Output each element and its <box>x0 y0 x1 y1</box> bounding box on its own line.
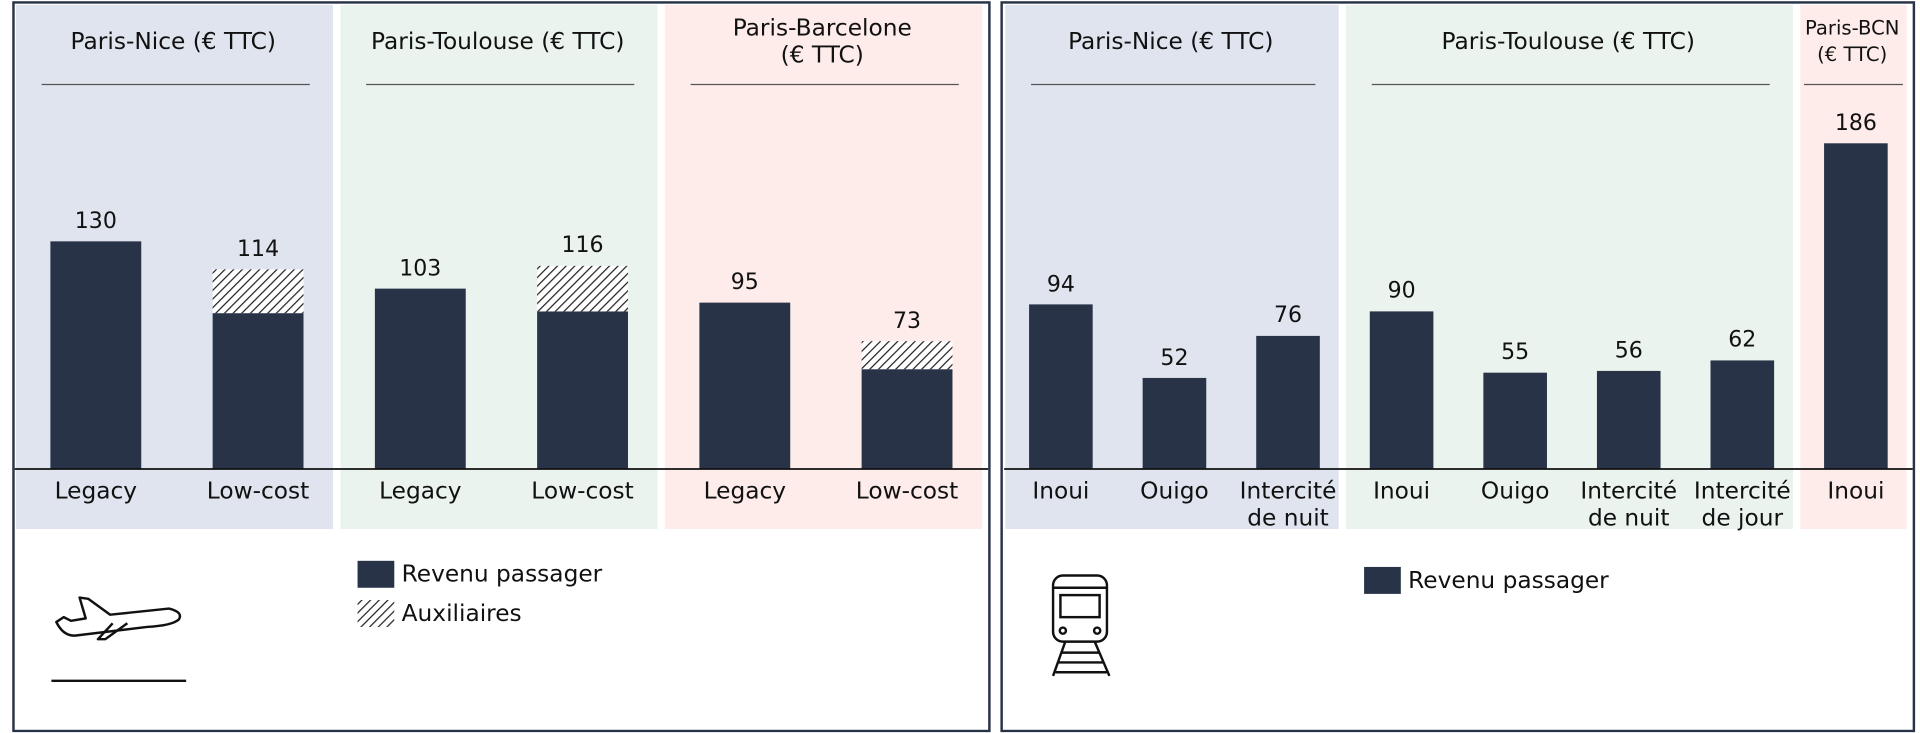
value-label: 95 <box>730 269 759 296</box>
category-label: Legacy <box>54 477 138 505</box>
bar <box>861 369 953 469</box>
group-title: Paris-BCN (€ TTC) <box>1804 15 1900 67</box>
bar <box>374 288 466 469</box>
category-label: Legacy <box>703 477 787 505</box>
group-title: Paris-Nice (€ TTC) <box>1068 28 1274 56</box>
group-title: Paris-Nice (€ TTC) <box>70 28 276 56</box>
value-label: 103 <box>399 255 442 282</box>
bar <box>1369 311 1434 469</box>
group-title: Paris-Toulouse (€ TTC) <box>1441 28 1695 56</box>
bar-auxiliaires <box>861 341 953 370</box>
value-label: 52 <box>1160 344 1189 371</box>
value-label: 186 <box>1834 110 1877 136</box>
category-label: Intercité de jour <box>1693 477 1791 532</box>
train-icon <box>1051 574 1111 677</box>
panel-border <box>1000 1 1916 733</box>
category-label: Low-cost <box>206 477 310 505</box>
bar <box>1142 377 1207 469</box>
bar <box>1710 360 1775 469</box>
category-label: Low-cost <box>855 477 959 505</box>
bar <box>1256 335 1320 469</box>
category-label: Intercité de nuit <box>1239 477 1337 532</box>
legend-swatch <box>1364 566 1401 594</box>
value-label: 130 <box>74 208 117 234</box>
category-label: Ouigo <box>1480 477 1550 505</box>
value-label: 73 <box>893 308 922 334</box>
value-label: 90 <box>1387 278 1416 305</box>
value-label: 116 <box>561 232 604 259</box>
category-label: Low-cost <box>531 477 634 505</box>
category-label: Ouigo <box>1140 477 1209 505</box>
value-label: 56 <box>1614 337 1643 364</box>
value-label: 55 <box>1501 339 1530 366</box>
bar <box>537 311 628 469</box>
value-label: 76 <box>1273 302 1303 329</box>
category-label: Intercité de nuit <box>1580 477 1678 532</box>
panel-border <box>12 1 991 733</box>
bar <box>1596 370 1661 469</box>
group-title: Paris-Toulouse (€ TTC) <box>371 28 625 56</box>
category-label: Inoui <box>1827 477 1885 505</box>
bar <box>699 302 791 469</box>
category-label: Legacy <box>379 477 462 505</box>
bar-auxiliaires <box>537 265 628 312</box>
bar <box>212 313 304 469</box>
bar <box>1029 304 1093 469</box>
category-label: Inoui <box>1032 477 1090 505</box>
bar <box>1483 372 1547 469</box>
value-label: 62 <box>1728 327 1757 354</box>
legend-swatch <box>357 560 395 588</box>
value-label: 114 <box>237 236 280 263</box>
category-label: Inoui <box>1373 477 1431 505</box>
legend-swatch <box>357 600 395 627</box>
legend-label: Auxiliaires <box>401 600 522 627</box>
bar <box>50 241 142 469</box>
value-label: 94 <box>1046 271 1075 298</box>
bar <box>1824 143 1888 469</box>
group-title: Paris-Barcelone (€ TTC) <box>732 14 912 69</box>
legend-label: Revenu passager <box>401 560 603 588</box>
bar-auxiliaires <box>212 269 304 314</box>
plane-icon <box>51 596 187 683</box>
legend-label: Revenu passager <box>1408 566 1609 594</box>
